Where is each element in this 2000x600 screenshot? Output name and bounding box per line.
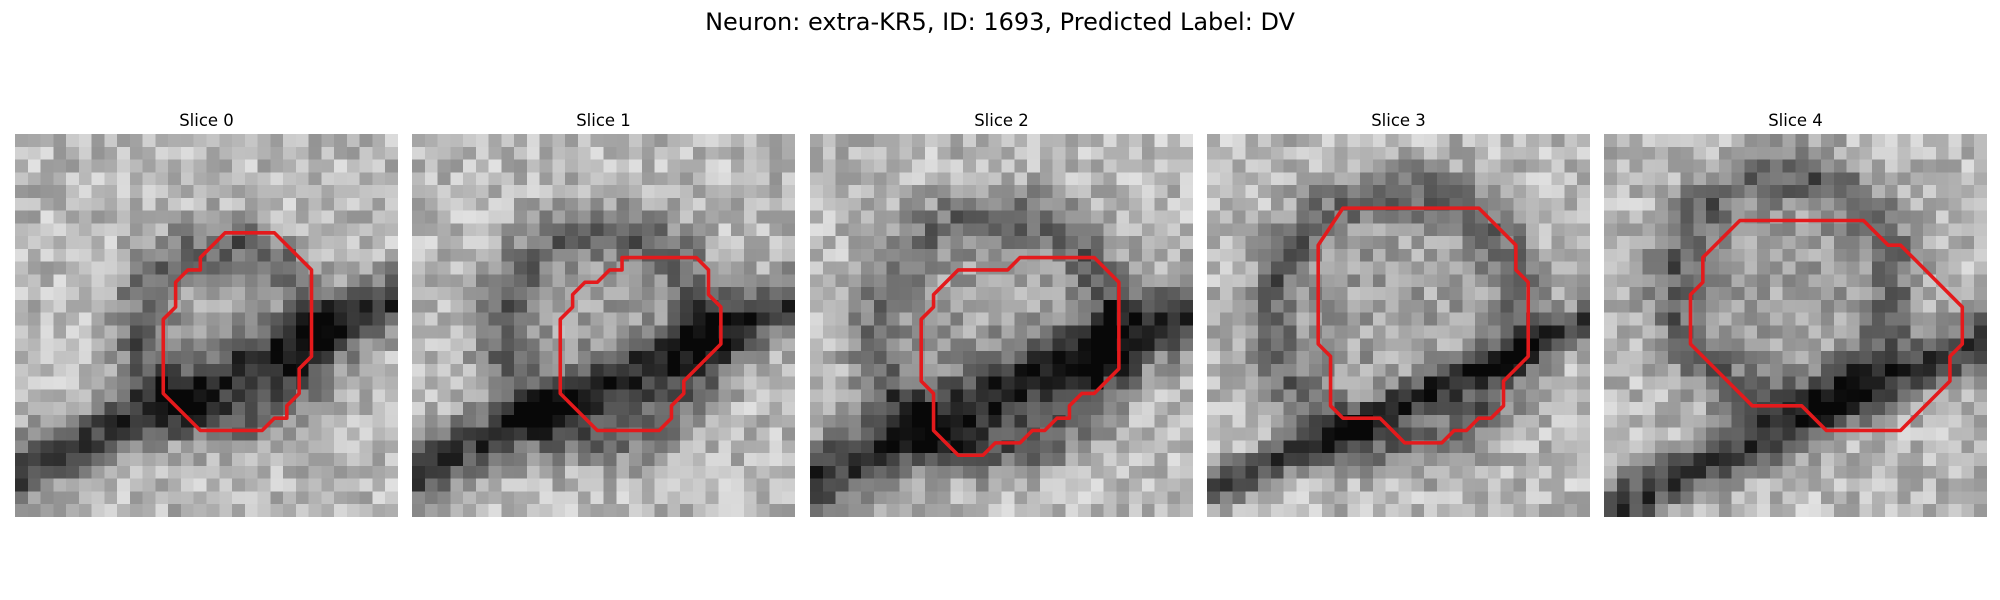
slice-image: [1604, 134, 1987, 517]
slice-image: [810, 134, 1193, 517]
slice-title: Slice 2: [810, 108, 1193, 134]
slice-title: Slice 1: [412, 108, 795, 134]
slice-pixel-grid: [1604, 134, 1987, 517]
figure-title: Neuron: extra-KR5, ID: 1693, Predicted L…: [0, 8, 2000, 36]
slice-pixel-grid: [810, 134, 1193, 517]
slice-title: Slice 3: [1207, 108, 1590, 134]
slice-pixel-grid: [412, 134, 795, 517]
slice-pixel-grid: [15, 134, 398, 517]
slice-panel: Slice 2: [810, 108, 1193, 134]
slice-image: [15, 134, 398, 517]
slice-panel: Slice 1: [412, 108, 795, 134]
slice-image: [412, 134, 795, 517]
slice-pixel-grid: [1207, 134, 1590, 517]
slice-panel: Slice 3: [1207, 108, 1590, 134]
slice-title: Slice 4: [1604, 108, 1987, 134]
slice-panel: Slice 4: [1604, 108, 1987, 134]
slice-panel: Slice 0: [15, 108, 398, 134]
slice-image: [1207, 134, 1590, 517]
slice-title: Slice 0: [15, 108, 398, 134]
